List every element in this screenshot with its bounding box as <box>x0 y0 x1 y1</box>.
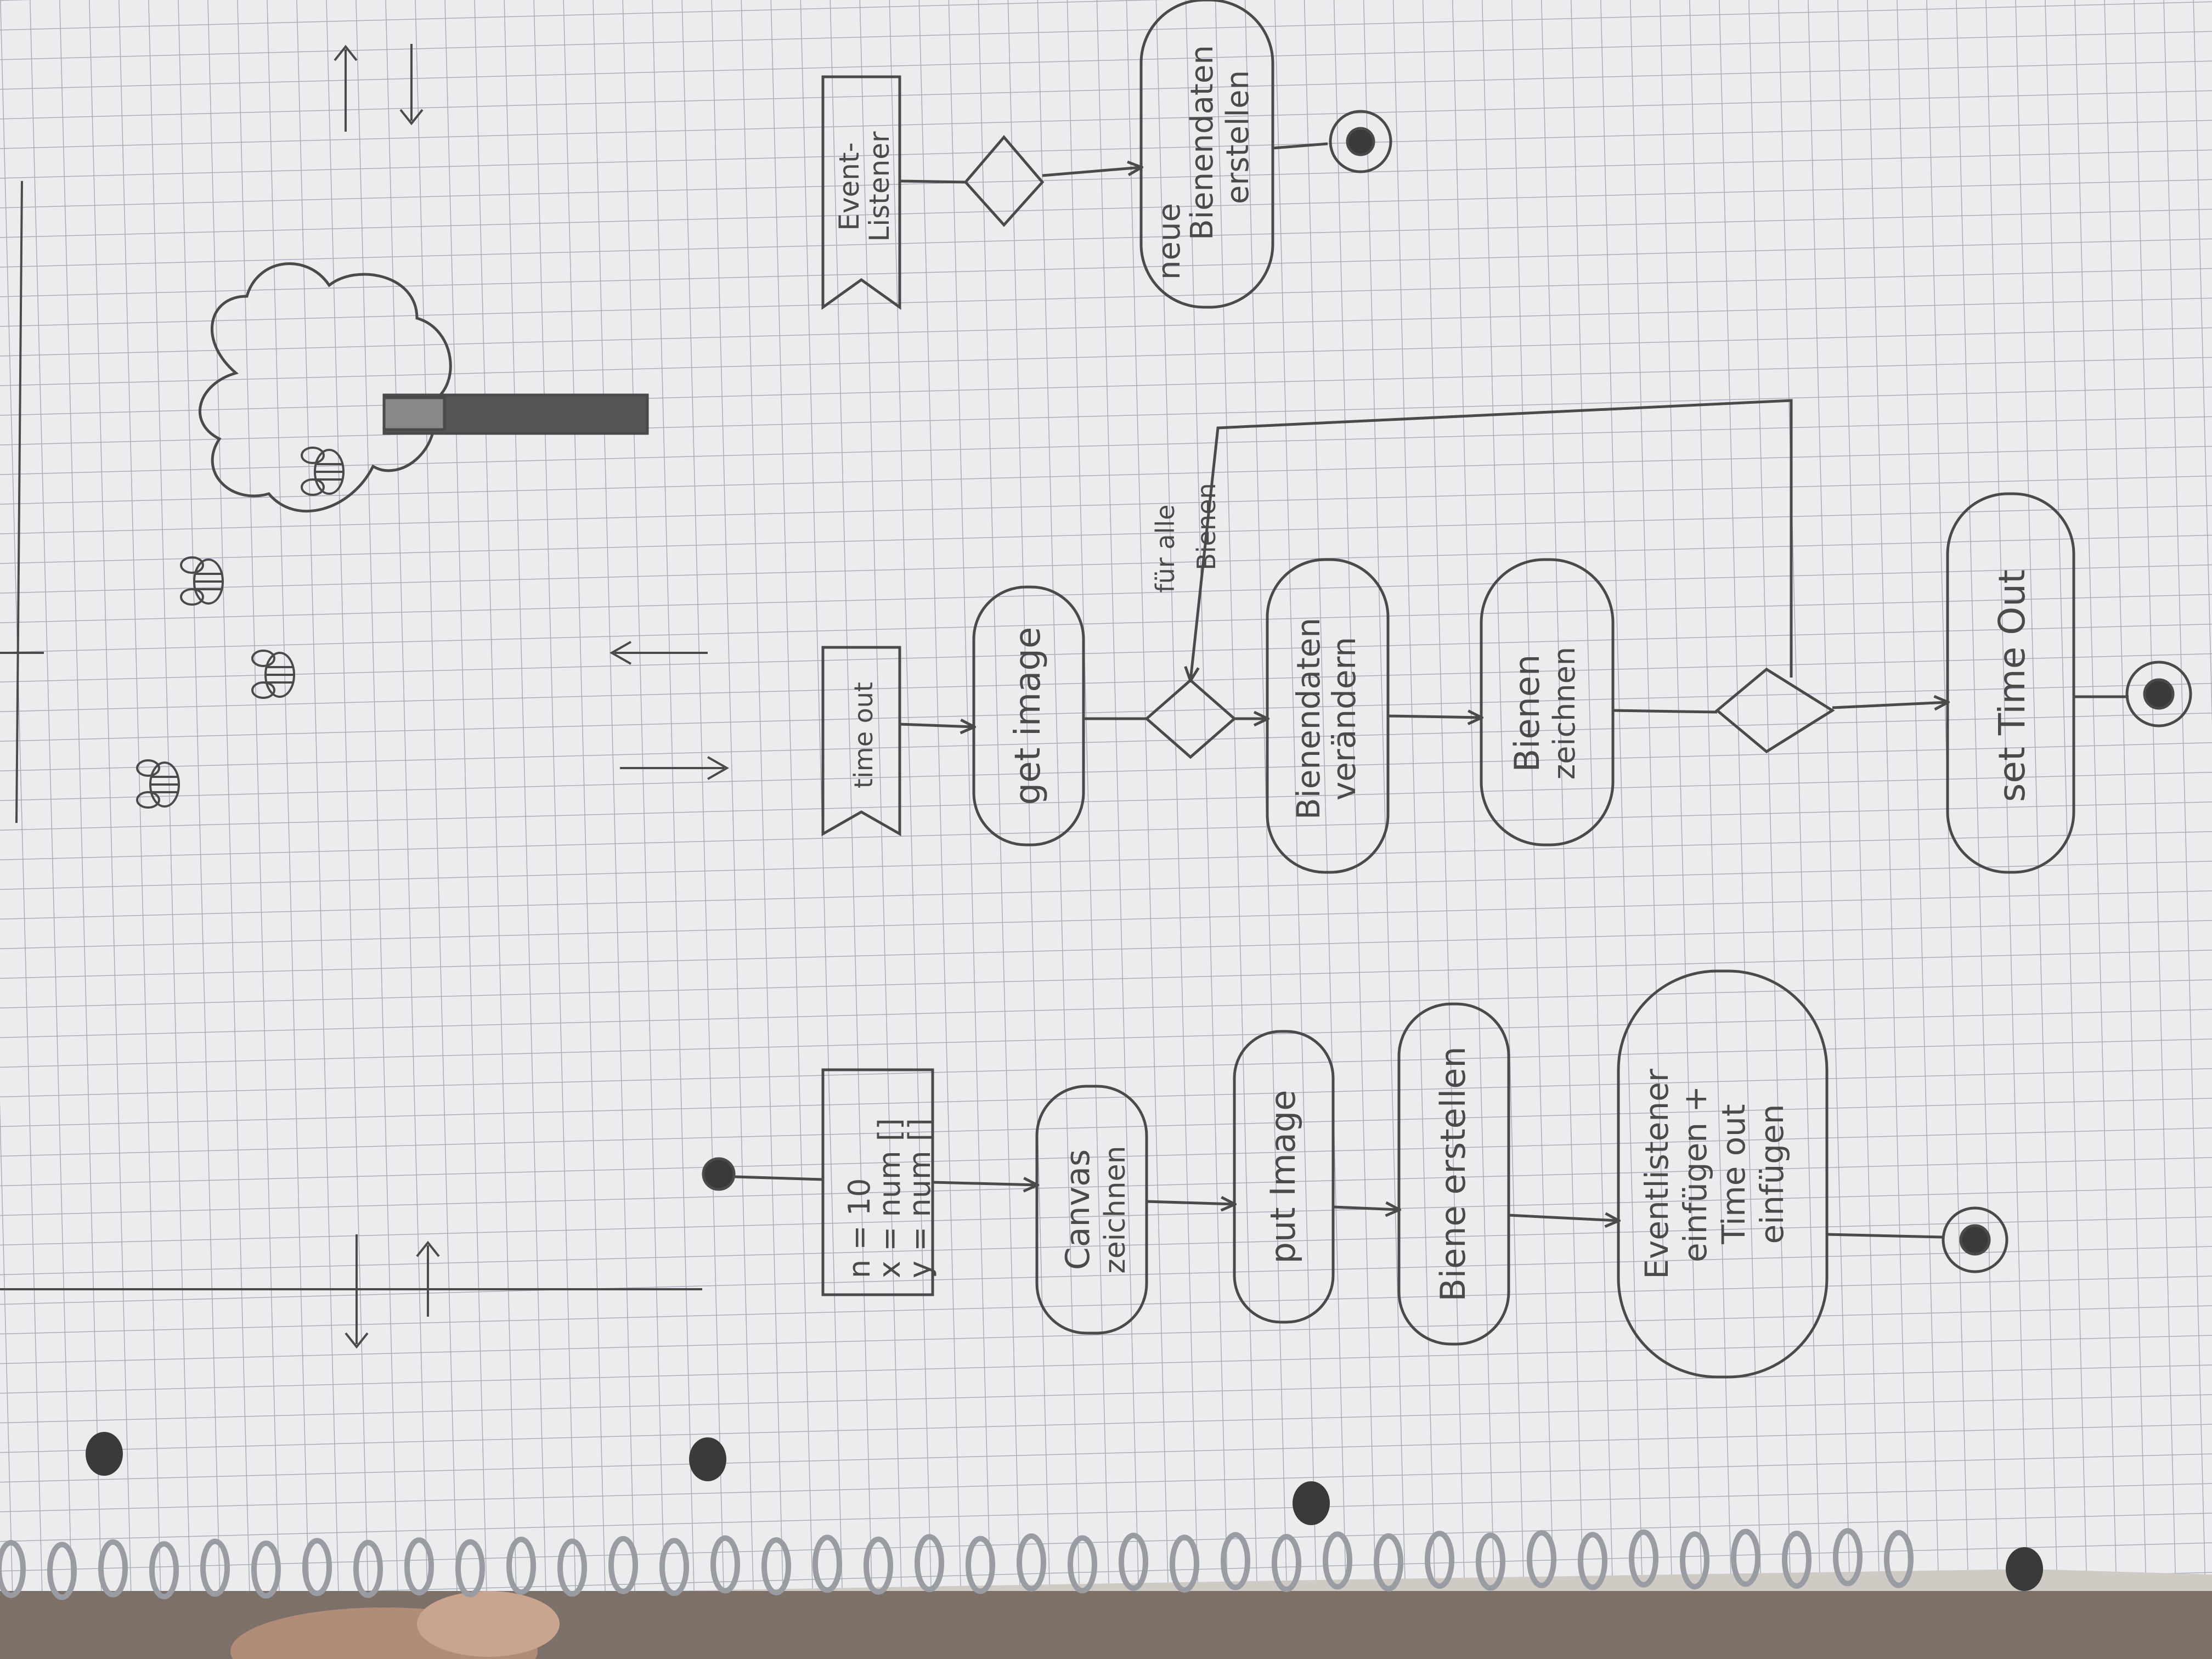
neue-bienendaten-node <box>1139 0 1274 309</box>
spiral-ring <box>1119 1532 1148 1591</box>
spiral-ring <box>1680 1531 1709 1590</box>
biene-label: Biene erstellen <box>1433 1046 1473 1301</box>
spiral-ring <box>1425 1531 1454 1589</box>
get-image-node <box>972 585 1085 847</box>
timeout-labels: time out get image für alle Bienen Biene… <box>849 483 2033 820</box>
bee-icon <box>136 759 180 809</box>
spiral-ring <box>149 1541 179 1600</box>
neue-label-2: Bienendaten <box>1184 45 1220 240</box>
spiral-binding <box>0 1528 1914 1600</box>
spiral-ring <box>0 1540 26 1598</box>
biene-node <box>1397 1002 1510 1346</box>
vars-line-2: x = num [] <box>872 1118 907 1278</box>
spiral-ring <box>915 1534 944 1593</box>
spiral-ring <box>710 1535 740 1594</box>
listener-node <box>1617 969 1829 1379</box>
spiral-ring <box>1629 1529 1658 1588</box>
spiral-ring <box>659 1538 689 1596</box>
timeout-signal-shape <box>821 646 901 837</box>
guard-label-1: für alle <box>1150 505 1180 593</box>
spiral-ring <box>251 1541 281 1599</box>
spiral-ring <box>1527 1530 1556 1588</box>
spiral-ring <box>1221 1532 1250 1590</box>
bee-icon <box>301 447 345 496</box>
spiral-ring <box>864 1536 893 1595</box>
listener-label-2: einfügen + <box>1677 1086 1714 1262</box>
spiral-ring <box>557 1538 587 1597</box>
spiral-ring <box>1884 1530 1914 1588</box>
spiral-ring <box>1374 1533 1403 1592</box>
spiral-ring <box>1170 1534 1199 1593</box>
tree-doodle <box>198 262 649 513</box>
spiral-ring <box>1323 1531 1352 1590</box>
spiral-ring <box>1833 1528 1863 1587</box>
event-flow <box>821 0 1392 310</box>
spiral-ring <box>608 1536 638 1594</box>
spiral-ring <box>404 1537 434 1596</box>
timeout-end-node <box>2125 661 2192 727</box>
neue-label-3: erstellen <box>1220 70 1256 204</box>
canvas-label-2: zeichnen <box>1099 1146 1132 1273</box>
get-image-label: get image <box>1008 627 1048 805</box>
spiral-ring <box>1068 1535 1097 1594</box>
put-image-label: put Image <box>1263 1090 1303 1264</box>
canvas-label-1: Canvas <box>1059 1149 1097 1270</box>
put-image-node <box>1233 1030 1335 1324</box>
loop-back-line <box>1190 399 1793 680</box>
timeout-flow <box>821 399 2192 874</box>
spiral-ring <box>455 1539 485 1598</box>
init-start-node <box>702 1157 736 1191</box>
spiral-ring <box>1476 1532 1505 1591</box>
spiral-ring <box>1017 1533 1046 1592</box>
spiral-ring <box>966 1536 995 1594</box>
neue-label-1: neue <box>1152 203 1187 280</box>
event-labels: Event- Listener neue Bienendaten erstell… <box>833 45 1256 280</box>
decision-diamond <box>1715 667 1835 754</box>
event-diamond <box>963 135 1045 227</box>
event-signal-label-2: Listener <box>864 131 895 242</box>
event-signal-label-1: Event- <box>833 142 865 230</box>
spiral-ring <box>812 1534 842 1593</box>
vars-line-3: y = num [] <box>902 1118 937 1278</box>
init-end-node <box>1942 1206 2008 1273</box>
listener-label-1: Eventlistener <box>1638 1069 1675 1279</box>
bienen-zeichnen-label-2: zeichnen <box>1547 647 1582 780</box>
margin-sketches <box>0 44 730 1349</box>
spiral-ring <box>1272 1534 1301 1592</box>
spiral-ring <box>1782 1531 1812 1589</box>
bee-icon <box>251 650 295 699</box>
spiral-ring <box>302 1538 332 1596</box>
vars-line-1: n = 10 <box>842 1178 877 1278</box>
spiral-ring <box>1731 1528 1760 1587</box>
spiral-ring <box>200 1538 230 1597</box>
bee-doodles <box>136 447 345 809</box>
spiral-ring <box>98 1539 128 1598</box>
spiral-ring <box>506 1537 536 1595</box>
bee-icon <box>180 556 224 606</box>
bienen-zeichnen-label-1: Bienen <box>1507 654 1547 772</box>
spiral-ring <box>1578 1532 1607 1590</box>
table-area <box>0 1591 2212 1659</box>
spiral-ring <box>353 1539 383 1598</box>
vars-box-text: n = 10 x = num [] y = num [] <box>842 1118 937 1278</box>
punch-holes <box>86 1432 2043 1591</box>
timeout-signal-label: time out <box>849 682 878 788</box>
init-node-labels: Canvas zeichnen put Image Biene erstelle… <box>1059 1046 1791 1301</box>
bienendaten-label-1: Bienendaten <box>1290 618 1327 820</box>
event-signal-shape <box>821 75 901 310</box>
listener-label-4: einfügen <box>1753 1104 1791 1244</box>
set-timeout-label: set Time Out <box>1991 569 2033 802</box>
spiral-ring <box>47 1542 77 1600</box>
spiral-ring <box>761 1537 791 1595</box>
init-flow <box>702 969 2008 1379</box>
bienendaten-label-2: verändern <box>1325 637 1363 800</box>
paper-sheet <box>0 0 2212 1602</box>
set-timeout-node <box>1946 492 2075 874</box>
guard-label-2: Bienen <box>1192 483 1221 570</box>
listener-label-3: Time out <box>1715 1104 1752 1244</box>
canvas-node <box>1035 1085 1148 1335</box>
bienen-zeichnen-node <box>1480 558 1615 847</box>
event-end-node <box>1329 110 1392 173</box>
